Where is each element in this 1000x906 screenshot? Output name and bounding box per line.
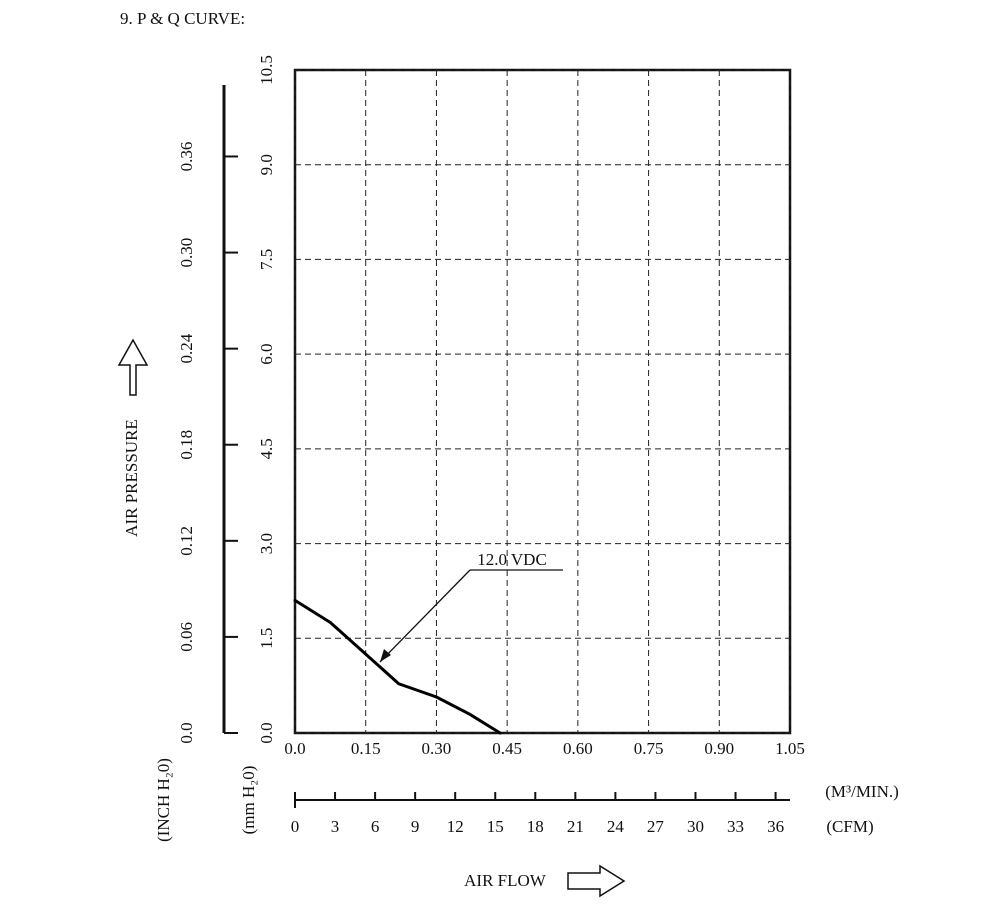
- series-annotation: 12.0 VDC: [477, 550, 547, 569]
- x-tick-label: 0.0: [284, 739, 305, 758]
- x-tick-label: 0.15: [351, 739, 381, 758]
- x2-tick-label: 27: [647, 817, 665, 836]
- y2-tick-label: 0.30: [177, 238, 196, 268]
- x2-tick-label: 9: [411, 817, 420, 836]
- y-tick-label: 10.5: [257, 55, 276, 85]
- x2-tick-label: 6: [371, 817, 380, 836]
- x2-tick-label: 30: [687, 817, 704, 836]
- y-axis-label: AIR PRESSURE: [122, 419, 141, 537]
- annotation-arrowhead: [380, 649, 391, 662]
- up-arrow: [117, 338, 149, 396]
- x-unit: (M³/MIN.): [825, 782, 899, 801]
- y2-tick-label: 0.36: [177, 142, 196, 172]
- y2-tick-label: 0.24: [177, 333, 196, 363]
- x2-tick-label: 18: [527, 817, 544, 836]
- x-tick-label: 0.90: [704, 739, 734, 758]
- x2-tick-label: 3: [331, 817, 340, 836]
- x2-tick-label: 12: [447, 817, 464, 836]
- y2-tick-label: 0.12: [177, 526, 196, 556]
- y-tick-label: 4.5: [257, 438, 276, 459]
- y-tick-label: 1.5: [257, 628, 276, 649]
- y2-tick-label: 0.06: [177, 622, 196, 652]
- x-tick-label: 0.45: [492, 739, 522, 758]
- curve: [293, 598, 502, 735]
- x2-unit: (CFM): [826, 817, 873, 836]
- x2-tick-label: 24: [607, 817, 625, 836]
- y-tick-label: 6.0: [257, 344, 276, 365]
- x-tick-label: 0.30: [422, 739, 452, 758]
- x2-tick-label: 21: [567, 817, 584, 836]
- y-unit: (mm H₂0): [239, 766, 258, 835]
- x-axis-label: AIR FLOW: [464, 871, 547, 890]
- right-arrow: [567, 864, 626, 898]
- y-tick-label: 7.5: [257, 249, 276, 270]
- annotation-leader: [379, 569, 471, 663]
- y-tick-label: 0.0: [257, 722, 276, 743]
- x2-tick-label: 0: [291, 817, 300, 836]
- y-tick-label: 3.0: [257, 533, 276, 554]
- y-tick-label: 9.0: [257, 154, 276, 175]
- x-tick-label: 0.75: [634, 739, 664, 758]
- x2-tick-label: 15: [487, 817, 504, 836]
- y2-tick-label: 0.18: [177, 430, 196, 460]
- x2-tick-label: 33: [727, 817, 744, 836]
- y2-unit: (INCH H₂0): [154, 758, 173, 842]
- x-tick-label: 0.60: [563, 739, 593, 758]
- x-tick-label: 1.05: [775, 739, 805, 758]
- x2-tick-label: 36: [767, 817, 784, 836]
- chart-title: 9. P & Q CURVE:: [120, 9, 245, 28]
- y2-tick-label: 0.0: [177, 722, 196, 743]
